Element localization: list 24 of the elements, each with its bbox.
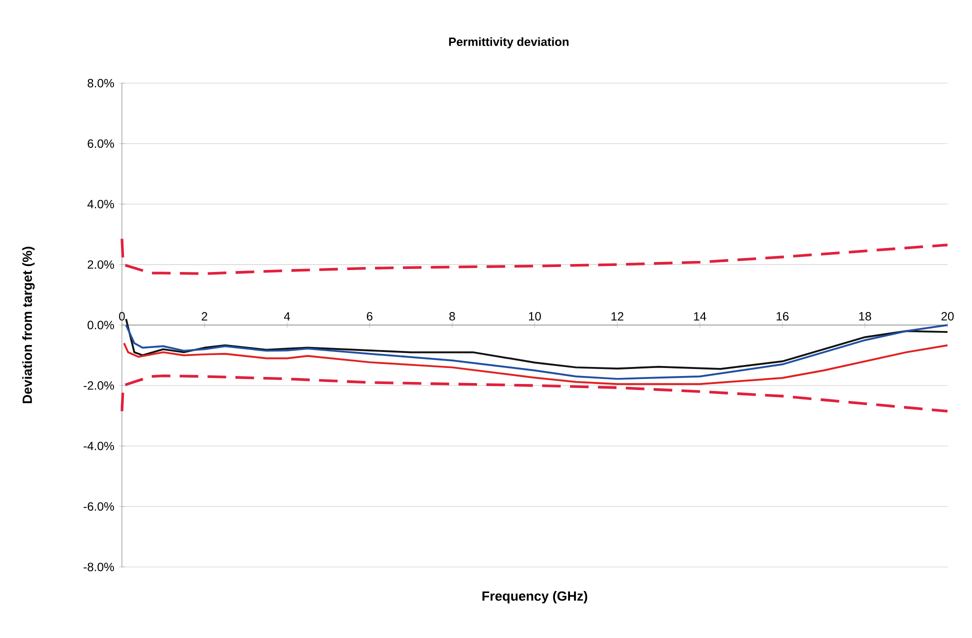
- x-tick-label: 6: [366, 312, 372, 321]
- x-tick-label: 20: [941, 312, 954, 321]
- x-tick-label: 2: [202, 312, 208, 321]
- x-axis-title: Frequency (GHz): [482, 591, 588, 604]
- y-tick-label: -8.0%: [84, 562, 114, 572]
- y-tick-label: 0.0%: [88, 320, 114, 330]
- y-tick-label: 8.0%: [88, 78, 114, 88]
- x-tick-label: 4: [284, 312, 290, 321]
- y-tick-label: -4.0%: [84, 442, 114, 450]
- y-tick-label: -2.0%: [84, 381, 114, 390]
- x-tick-label: 18: [859, 312, 872, 321]
- line-series: [120, 374, 949, 413]
- x-tick-label: 8: [449, 312, 455, 321]
- x-tick-label: 0: [119, 312, 125, 321]
- y-axis-title: Deviation from target (%): [22, 246, 35, 404]
- y-tick-label: 4.0%: [87, 200, 114, 208]
- chart-title: Permittivity deviation: [449, 37, 569, 48]
- y-tick-label: 2.0%: [88, 260, 114, 269]
- x-tick-label: 16: [776, 312, 789, 321]
- x-tick-label: 10: [528, 312, 541, 321]
- y-tick-label: -6.0%: [84, 502, 114, 511]
- x-tick-label: 14: [694, 312, 706, 321]
- x-tick-label: 12: [612, 312, 624, 321]
- y-tick-label: 6.0%: [88, 139, 114, 148]
